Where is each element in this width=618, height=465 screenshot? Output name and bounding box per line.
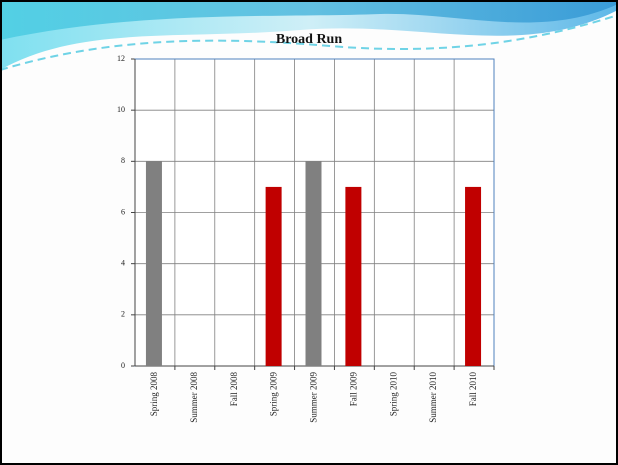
plot-area: 0 2 4 6 8 10 12 Spring 2008 Summer 2008 Fall 2008… [117,54,495,423]
y-tick-label: 12 [117,54,125,63]
chart-title: Broad Run [276,32,342,47]
x-tick-label: Summer 2009 [309,372,319,423]
x-tick-label: Summer 2008 [189,372,199,423]
bar [145,161,162,366]
x-tick-label: Spring 2009 [269,372,279,417]
y-tick-label: 8 [121,156,125,165]
x-tick-label: Summer 2010 [428,372,438,423]
y-tick-label: 6 [121,207,125,216]
x-tick-label: Fall 2009 [348,372,358,407]
y-tick-label: 2 [121,310,125,319]
x-tick-label: Fall 2010 [468,372,478,407]
y-tick-label: 10 [117,105,125,114]
x-tick-label: Spring 2008 [149,372,159,417]
header-dash [0,14,618,71]
y-tick-label: 4 [121,258,125,267]
y-tick-label: 0 [121,361,125,370]
header-wave-dark [0,0,618,40]
x-tick-label: Fall 2008 [229,372,239,407]
bar [465,186,482,366]
x-tick-label: Spring 2010 [388,372,398,417]
bar [305,161,322,366]
bar [265,186,282,366]
bar [345,186,362,366]
